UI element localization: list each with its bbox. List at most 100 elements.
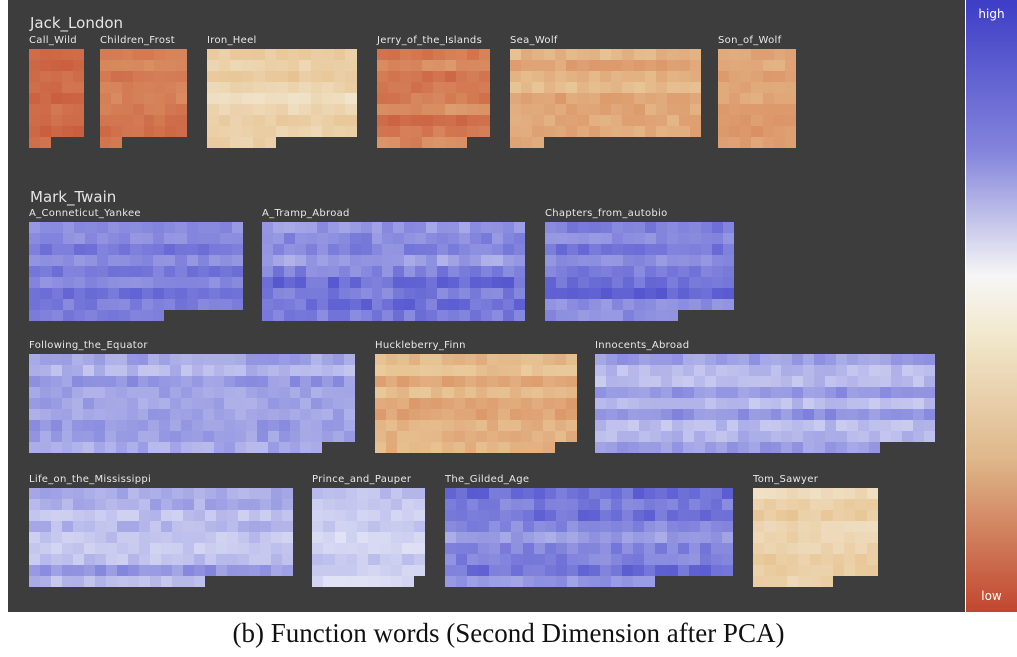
heatmap-cell	[161, 532, 172, 543]
heatmap-cell	[644, 532, 656, 543]
heatmap-cell	[391, 565, 403, 576]
heatmap-cell	[375, 420, 387, 431]
heatmap-cell	[638, 398, 650, 409]
heatmap-cell	[773, 82, 785, 93]
heatmap-cell	[748, 398, 760, 409]
heatmap-cell	[287, 115, 300, 126]
heatmap-cell	[751, 60, 763, 71]
heatmap-cell	[456, 554, 468, 565]
heatmap-cell	[40, 266, 52, 277]
heatmap-cell	[448, 222, 460, 233]
heatmap-cell	[545, 310, 557, 321]
heatmap-cell	[205, 532, 216, 543]
heatmap-cell	[360, 266, 372, 277]
heatmap-cell	[257, 387, 268, 398]
heatmap-cell	[73, 115, 84, 126]
heatmap-cell	[29, 310, 41, 321]
heatmap-cell	[588, 115, 600, 126]
heatmap-cell	[322, 49, 334, 60]
heatmap-cell	[660, 354, 672, 365]
heatmap-cell	[105, 420, 116, 431]
heatmap-cell	[509, 398, 521, 409]
heatmap-cell	[832, 554, 844, 565]
heatmap-cell	[522, 565, 534, 576]
heatmap-cell	[433, 82, 445, 93]
heatmap-cell	[543, 126, 555, 137]
heatmap-cell	[154, 71, 166, 82]
heatmap-cell	[224, 409, 236, 420]
heatmap-cell	[589, 310, 601, 321]
heatmap-cell	[29, 266, 41, 277]
heatmap-cell	[577, 554, 590, 565]
heatmap-cell	[349, 288, 361, 299]
heatmap-cell	[843, 543, 856, 554]
heatmap-cell	[207, 104, 219, 115]
heatmap-cell	[51, 82, 62, 93]
heatmap-cell	[333, 354, 344, 365]
heatmap-cell	[798, 554, 810, 565]
heatmap-cell	[238, 510, 249, 521]
heatmap-cell	[197, 299, 209, 310]
heatmap-cell	[520, 398, 533, 409]
heatmap-cell	[622, 576, 634, 587]
heatmap-cell	[311, 420, 323, 431]
heatmap-cell	[699, 554, 711, 565]
heatmap-cell	[532, 354, 544, 365]
heatmap-cell	[74, 255, 86, 266]
heatmap-cell	[711, 266, 723, 277]
heatmap-cell	[481, 233, 493, 244]
heatmap-cell	[445, 510, 457, 521]
heatmap-cell	[753, 488, 765, 499]
heatmap-cell	[764, 565, 776, 576]
heatmap-cell	[110, 49, 122, 60]
heatmap-cell	[50, 431, 62, 442]
heatmap-cell	[121, 104, 133, 115]
heatmap-cell	[704, 442, 716, 453]
heatmap-cell	[556, 299, 568, 310]
heatmap-cell	[464, 354, 476, 365]
heatmap-cell	[444, 49, 457, 60]
heatmap-cell	[73, 543, 84, 554]
heatmap-cell	[589, 576, 601, 587]
heatmap-cell	[513, 222, 525, 233]
heatmap-cell	[689, 222, 701, 233]
heatmap-cell	[143, 93, 155, 104]
heatmap-cell	[798, 543, 810, 554]
heatmap-cell	[913, 409, 925, 420]
heatmap-cell	[107, 233, 119, 244]
heatmap-cell	[689, 277, 701, 288]
heatmap-cell	[667, 126, 679, 137]
heatmap-cell	[40, 222, 52, 233]
heatmap-cell	[880, 398, 892, 409]
heatmap-cell	[110, 137, 122, 148]
heatmap-cell	[371, 277, 383, 288]
heatmap-cell	[29, 354, 40, 365]
heatmap-cell	[345, 521, 358, 532]
heatmap-cell	[866, 499, 878, 510]
heatmap-cell	[327, 310, 339, 321]
heatmap-cell	[283, 233, 295, 244]
heatmap-cell	[360, 222, 372, 233]
heatmap-cell	[360, 288, 372, 299]
heatmap-cell	[689, 126, 701, 137]
heatmap-cell	[682, 387, 694, 398]
heatmap-cell	[334, 576, 346, 587]
heatmap-cell	[62, 277, 74, 288]
heatmap-cell	[764, 543, 776, 554]
heatmap-cell	[847, 431, 859, 442]
heatmap-cell	[751, 71, 763, 82]
heatmap-cell	[61, 354, 73, 365]
heatmap-cell	[422, 93, 434, 104]
heatmap-cell	[51, 60, 62, 71]
heatmap-cell	[51, 126, 62, 137]
heatmap-cell	[83, 431, 95, 442]
heatmap-cell	[533, 554, 545, 565]
heatmap-cell	[442, 409, 454, 420]
heatmap-cell	[633, 82, 645, 93]
heatmap-cell	[688, 532, 700, 543]
heatmap-cell	[150, 521, 161, 532]
heatmap-cell	[510, 93, 522, 104]
heatmap-cell	[644, 71, 657, 82]
heatmap-cell	[62, 288, 74, 299]
heatmap-cell	[175, 288, 187, 299]
